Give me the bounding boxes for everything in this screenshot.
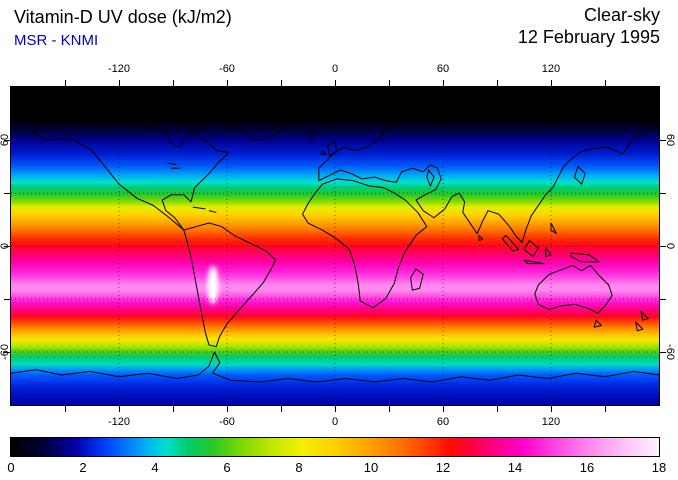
- colorbar-tick-label: 10: [363, 460, 379, 475]
- lon-tick: [173, 80, 174, 86]
- coastlines-group: [11, 99, 659, 382]
- lon-tick: [443, 80, 444, 86]
- lon-ticks-bottom: [11, 406, 659, 412]
- coastline-baffin-island: [186, 122, 206, 133]
- lat-tick: [660, 246, 666, 247]
- figure-title: Vitamin-D UV dose (kJ/m2): [14, 7, 232, 27]
- lon-labels-bottom: -120 -60 0 60 120: [11, 416, 659, 429]
- lon-tick: [605, 80, 606, 86]
- lon-tick: [550, 406, 552, 412]
- map-overlay: [11, 87, 659, 405]
- lon-tick-label: -120: [107, 416, 131, 428]
- andes-uv-maximum-spot: [207, 265, 219, 304]
- lon-tick: [226, 80, 228, 86]
- lat-tick: [660, 192, 666, 194]
- colorbar-tick-label: 8: [295, 460, 303, 475]
- colorbar-tick-label: 4: [151, 460, 159, 475]
- lon-tick: [605, 406, 606, 412]
- lon-tick: [497, 406, 498, 412]
- lon-tick-label: 60: [436, 63, 450, 75]
- lat-tick: [4, 140, 10, 141]
- lat-tick-label: 60: [664, 133, 676, 147]
- lon-tick: [119, 80, 120, 86]
- lon-tick: [64, 406, 66, 412]
- lon-tick: [497, 80, 498, 86]
- source-label: MSR - KNMI: [14, 32, 99, 49]
- colorbar-gradient: [11, 438, 659, 456]
- lat-labels-right: 60 0 -60: [664, 87, 676, 405]
- lon-ticks-top: [11, 80, 659, 86]
- lon-tick-label: 120: [541, 63, 561, 75]
- lon-labels-top: -120 -60 0 60 120: [11, 63, 659, 76]
- lat-ticks-left: [4, 87, 10, 405]
- coastline-australia: [535, 265, 612, 313]
- coastline-north-america: [33, 121, 229, 231]
- colorbar-tick-label: 14: [507, 460, 523, 475]
- lon-tick-label: -60: [219, 416, 235, 428]
- map-frame: [10, 86, 660, 406]
- colorbar-tick-label: 18: [651, 460, 667, 475]
- lat-tick-label: 0: [664, 242, 676, 250]
- gridlines-group: [11, 87, 659, 405]
- lon-tick: [335, 406, 336, 412]
- coastline-antarctica: [11, 352, 659, 382]
- colorbar-tick-label: 12: [435, 460, 451, 475]
- lon-tick: [226, 406, 228, 412]
- lon-tick: [443, 406, 444, 412]
- lon-tick-label: -120: [107, 63, 131, 75]
- lon-tick-label: 120: [541, 416, 561, 428]
- lat-tick: [660, 140, 666, 141]
- colorbar-tick-label: 6: [223, 460, 231, 475]
- colorbar-tick-label: 2: [79, 460, 87, 475]
- date-label: 12 February 1995: [517, 27, 660, 47]
- lon-tick-label: 0: [331, 63, 339, 75]
- lat-tick-label: -60: [664, 344, 676, 360]
- colorbar: [10, 437, 660, 457]
- lon-tick: [119, 406, 120, 412]
- lon-tick-label: 60: [436, 416, 450, 428]
- lon-tick: [281, 406, 282, 412]
- colorbar-labels: 0 2 4 6 8 10 12 14 16 18: [7, 460, 666, 476]
- coastline-greenland: [229, 99, 292, 140]
- lon-tick-label: 0: [331, 416, 339, 428]
- lat-tick: [660, 299, 666, 300]
- gridlines: [11, 87, 659, 405]
- lon-tick: [335, 80, 336, 86]
- lon-tick: [550, 80, 552, 86]
- colorbar-tick-label: 16: [579, 460, 595, 475]
- lon-tick: [388, 406, 390, 412]
- coastline-eurasia: [319, 108, 656, 242]
- colorbar-tick-label: 0: [7, 460, 15, 475]
- coastline-islands: [168, 105, 649, 331]
- lat-tick: [4, 299, 10, 300]
- lon-tick: [64, 80, 66, 86]
- condition-label: Clear-sky: [583, 5, 660, 25]
- lon-tick: [281, 80, 282, 86]
- lat-tick: [4, 192, 10, 194]
- lat-tick: [4, 246, 10, 247]
- lat-tick: [660, 351, 666, 353]
- lat-tick: [4, 351, 10, 353]
- lat-ticks-right: [660, 87, 666, 405]
- lon-tick: [388, 80, 390, 86]
- coastline-africa: [303, 179, 427, 308]
- lon-tick-label: -60: [219, 63, 235, 75]
- coastline-south-america: [184, 223, 276, 347]
- lon-tick: [173, 406, 174, 412]
